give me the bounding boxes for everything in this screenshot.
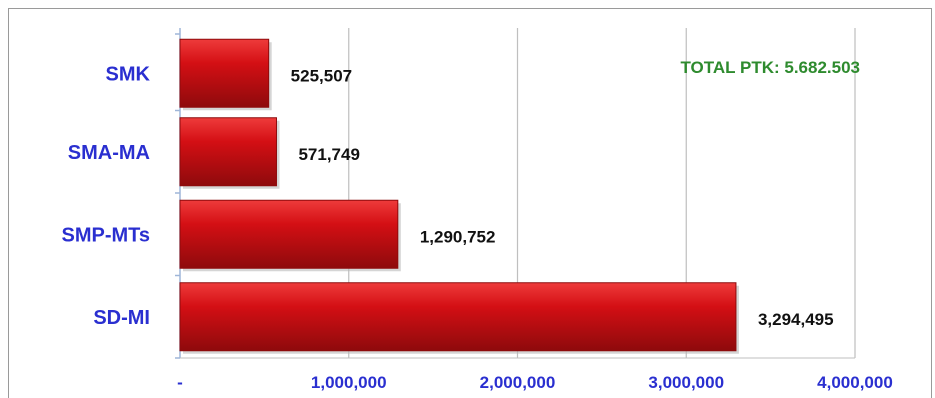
chart-frame bbox=[8, 8, 932, 398]
data-label: 571,749 bbox=[298, 145, 359, 164]
category-label: SMA-MA bbox=[68, 142, 150, 164]
category-label: SD-MI bbox=[93, 307, 150, 329]
bar bbox=[179, 38, 270, 108]
category-label: SMP-MTs bbox=[61, 224, 150, 246]
bar bbox=[179, 117, 277, 187]
data-label: 3,294,495 bbox=[758, 310, 834, 329]
bar bbox=[179, 282, 737, 352]
x-tick-label: 1,000,000 bbox=[311, 373, 387, 392]
x-tick-label: 3,000,000 bbox=[648, 373, 724, 392]
data-label: 525,507 bbox=[291, 66, 352, 85]
data-label: 1,290,752 bbox=[420, 227, 496, 246]
category-label: SMK bbox=[106, 63, 151, 85]
labels: - 1,000,000 2,000,000 3,000,000 4,000,000 SMK… bbox=[61, 63, 892, 392]
total-annotation: TOTAL PTK: 5.682.503 bbox=[680, 58, 860, 77]
bars bbox=[179, 38, 739, 354]
x-tick-label: 4,000,000 bbox=[817, 373, 893, 392]
bar bbox=[179, 199, 399, 269]
x-tick-label: 2,000,000 bbox=[480, 373, 556, 392]
x-tick-label: - bbox=[177, 373, 183, 392]
